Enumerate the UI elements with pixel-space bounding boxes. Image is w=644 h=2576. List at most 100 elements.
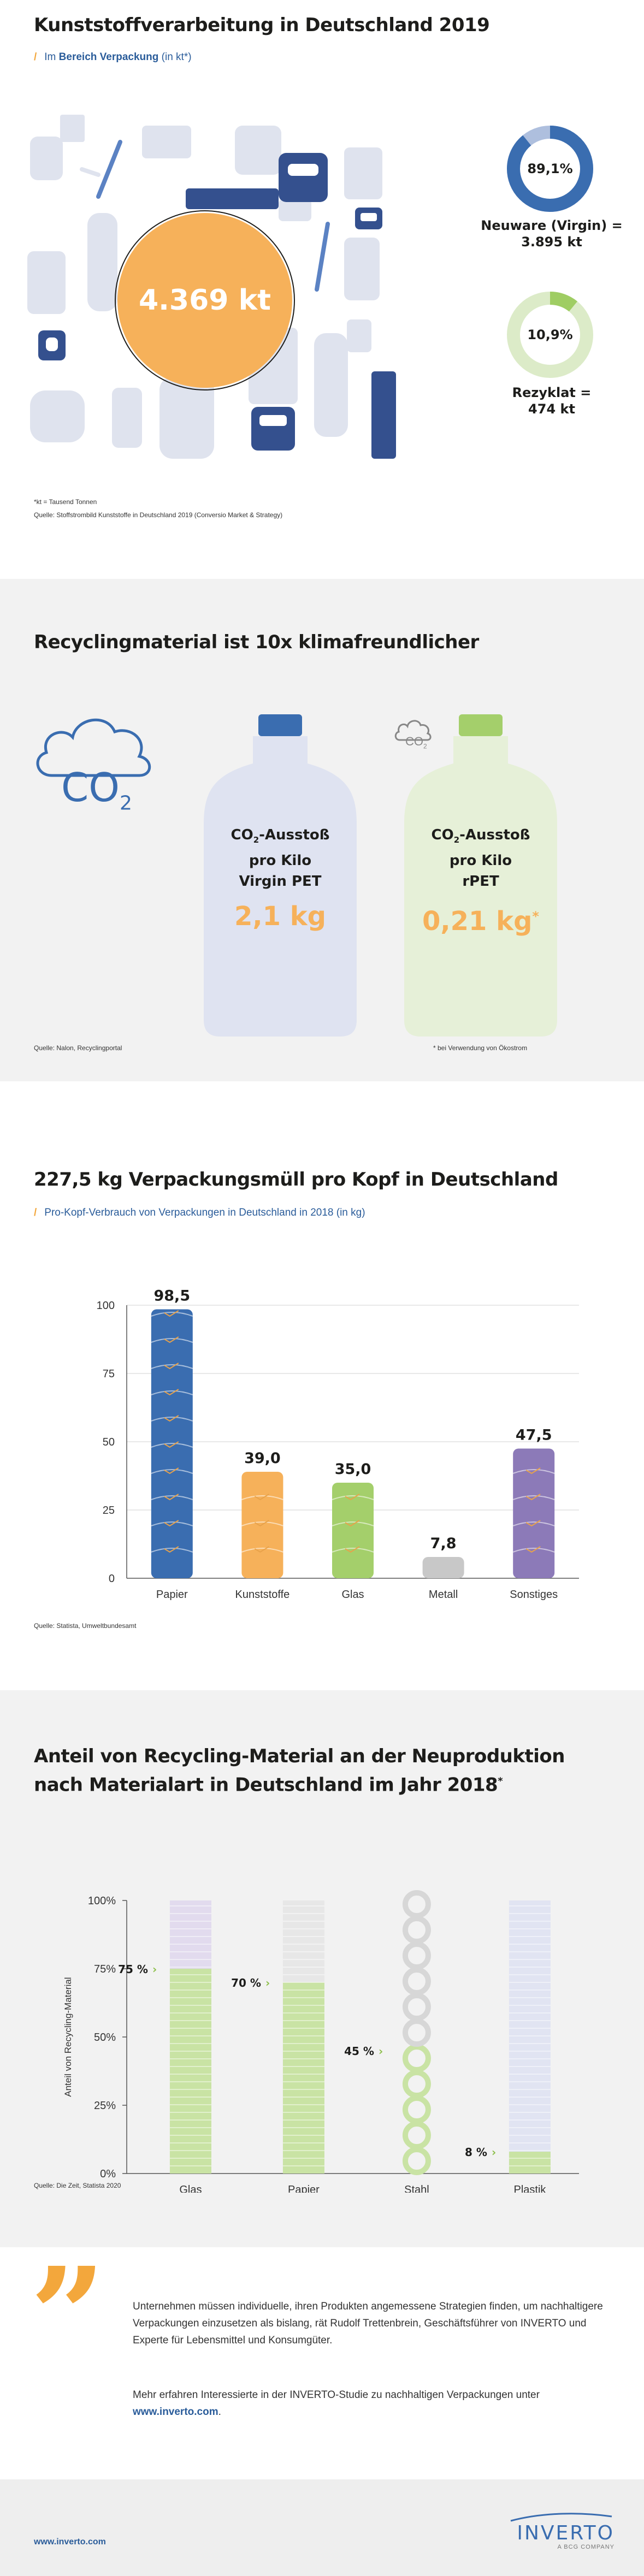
inverto-link[interactable]: www.inverto.com: [133, 2406, 218, 2418]
bar-tie: [164, 1441, 179, 1448]
inverto-logo: INVERTO A BCG COMPANY: [494, 2511, 615, 2550]
bar-segment: [151, 1495, 193, 1500]
bar-tie: [525, 1494, 541, 1501]
y-tick-label: 25%: [94, 2100, 116, 2112]
value-label: 35,0: [335, 1461, 371, 1478]
category-label: Glas: [179, 2184, 202, 2193]
recycled-share-ring: [507, 292, 593, 378]
bar-tie: [164, 1467, 179, 1474]
bar-segment: [151, 1521, 193, 1526]
y-tick-label: 25: [103, 1505, 115, 1517]
quote-mark-icon: ”: [30, 2239, 106, 2393]
quote-paragraph-1: Unternehmen müssen individuelle, ihren P…: [133, 2301, 603, 2346]
packaging-illustration: [27, 115, 396, 459]
bar-tie: [164, 1363, 179, 1370]
section-waste-per-capita: 227,5 kg Verpackungsmüll pro Kopf in Deu…: [0, 1114, 644, 1687]
category-label: Papier: [156, 1589, 188, 1601]
rpet-value-mark: *: [532, 909, 539, 925]
rpet-line3: rPET: [462, 873, 499, 890]
bar-tie: [254, 1546, 269, 1553]
value-label: 98,5: [153, 1288, 190, 1305]
y-axis-label: Anteil von Recycling-Material: [63, 1977, 73, 2097]
bar-tie: [254, 1494, 269, 1501]
section1-title: Kunststoffverarbeitung in Deutschland 20…: [34, 14, 490, 36]
subtitle-slash-icon: /: [34, 1207, 37, 1218]
value-label: 47,5: [516, 1427, 552, 1444]
bar-tie: [164, 1389, 179, 1396]
virgin-share-value: 89,1%: [527, 161, 573, 176]
bar-tie: [345, 1520, 360, 1527]
bar-tie: [345, 1494, 360, 1501]
logo-subtext: A BCG COMPANY: [557, 2544, 615, 2550]
bar-segment: [151, 1548, 193, 1553]
stack-fill: [282, 1982, 324, 2174]
bar: [513, 1448, 555, 1578]
percent-label: 70 %: [231, 1976, 261, 1989]
section2-source: Quelle: Nalon, Recyclingportal: [34, 1044, 122, 1052]
value-label: 39,0: [244, 1450, 281, 1467]
virgin-label-line2: 3.895 kt: [521, 234, 582, 250]
virgin-bottle-text: CO2-Ausstoß pro Kilo Virgin PET 2,1 kg: [198, 825, 362, 929]
category-label: Metall: [429, 1589, 458, 1601]
section1-source: Quelle: Stoffstrombild Kunststoffe in De…: [34, 511, 283, 519]
stack-glas: [169, 1900, 211, 2174]
co2-small: CO: [405, 735, 423, 748]
total-value-circle: [117, 213, 292, 388]
percent-label: 45 %: [344, 2045, 374, 2058]
virgin-line1: CO2-Ausstoß: [198, 825, 362, 850]
bar-segment: [151, 1338, 193, 1343]
section3-title: 227,5 kg Verpackungsmüll pro Kopf in Deu…: [34, 1169, 558, 1191]
can-ring: [402, 2121, 431, 2149]
bar-kunststoffe: [241, 1472, 283, 1578]
bar-tie: [164, 1310, 179, 1317]
can-ring: [402, 1993, 431, 2021]
y-tick-label: 0%: [100, 2168, 116, 2180]
stack-fill: [509, 2152, 551, 2174]
y-tick-label: 75%: [94, 1963, 116, 1975]
bar-papier: [151, 1309, 193, 1578]
rpet-bottle-icon: [404, 714, 557, 1037]
rpet-co2-value-wrap: 0,21 kg*: [399, 906, 563, 934]
logo-swoosh-icon: [510, 2513, 612, 2522]
co2-small-text: CO2: [405, 735, 427, 750]
recycled-share-label: Rezyklat = 474 kt: [472, 384, 631, 417]
can-ring: [402, 1890, 431, 1918]
waste-bar-chart: 0 25 50 75 100 98,5 Papier 39,0 Kunststoffe 35,0 G…: [0, 1267, 644, 1616]
bar-sonstiges: [512, 1448, 555, 1578]
virgin-share-label: Neuware (Virgin) = 3.895 kt: [472, 217, 631, 250]
co2-small-sub: 2: [423, 742, 427, 750]
y-tick-label: 50: [103, 1436, 115, 1448]
bar-tie: [525, 1520, 541, 1527]
section1-subtitle: / Im Bereich Verpackung (in kt*): [34, 51, 192, 63]
section3-subtitle-text: Pro-Kopf-Verbrauch von Verpackungen in D…: [44, 1207, 365, 1218]
footer-url-link[interactable]: www.inverto.com: [34, 2537, 106, 2547]
bar-tie: [345, 1546, 360, 1553]
recycled-label-line1: Rezyklat =: [512, 385, 592, 400]
rpet-ausstoss: -Ausstoß: [459, 827, 530, 843]
quote-paragraph-2-text: Mehr erfahren Interessierte in der INVER…: [133, 2389, 540, 2401]
value-label: 7,8: [430, 1535, 457, 1552]
virgin-line2: pro Kilo: [249, 852, 312, 869]
section4-title-line2-wrap: nach Materialart in Deutschland im Jahr …: [34, 1769, 565, 1797]
bar: [332, 1483, 374, 1578]
section4-source: Quelle: Die Zeit, Statista 2020: [34, 2182, 121, 2189]
bar-segment: [241, 1521, 283, 1526]
bar-segment: [241, 1548, 283, 1553]
bar-segment: [512, 1469, 555, 1474]
section1-footnote: *kt = Tausend Tonnen: [34, 498, 97, 506]
bar-tie: [164, 1336, 179, 1343]
section4-title: Anteil von Recycling-Material an der Neu…: [34, 1744, 565, 1797]
category-label: Sonstiges: [510, 1589, 558, 1601]
can-ring: [402, 1916, 431, 1944]
bar-segment: [241, 1495, 283, 1500]
subtitle-slash-icon: /: [34, 51, 37, 63]
link-suffix: .: [218, 2406, 221, 2418]
virgin-line3: Virgin PET: [239, 873, 322, 890]
chevron-icon: ›: [379, 2045, 383, 2058]
total-value: 4.369 kt: [138, 284, 271, 317]
y-tick-label: 100: [97, 1300, 115, 1312]
quote-paragraph-2: Mehr erfahren Interessierte in der INVER…: [133, 2386, 608, 2420]
y-tick-label: 50%: [94, 2032, 116, 2044]
bar-metall: [422, 1557, 464, 1578]
recycling-share-chart: 0% 25% 50% 75% 100% Anteil von Recycling-Mate…: [0, 1832, 644, 2196]
